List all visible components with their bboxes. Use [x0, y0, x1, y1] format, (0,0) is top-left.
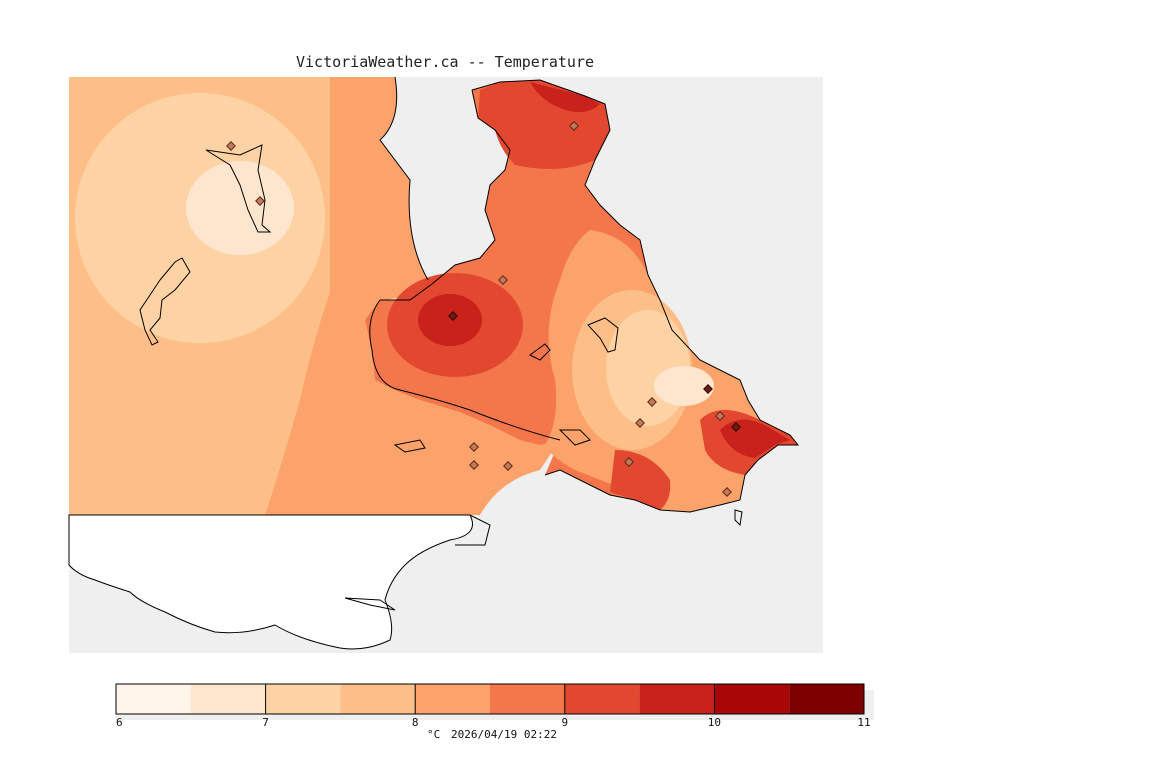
weather-stations — [226, 121, 741, 497]
legend-unit: °C — [427, 728, 440, 741]
station-marker — [715, 411, 725, 421]
legend-bin-4 — [415, 684, 490, 714]
station-marker — [569, 121, 579, 131]
legend-tick-label-3: 9 — [561, 716, 568, 729]
legend-bin-5 — [490, 684, 565, 714]
legend-ticks: 6 7 8 9 10 11 — [115, 684, 871, 729]
coastlines — [139, 76, 800, 611]
station-marker — [722, 487, 732, 497]
station-marker — [635, 418, 645, 428]
station-marker — [469, 442, 479, 452]
legend-tick-label-5: 11 — [857, 716, 870, 729]
legend-tick-label-2: 8 — [412, 716, 419, 729]
legend-bin-2 — [265, 684, 341, 714]
blank-land-rim — [69, 514, 491, 546]
map-title: VictoriaWeather.ca -- Temperature — [296, 53, 595, 71]
station-marker — [226, 141, 236, 151]
legend-bin-8 — [714, 684, 790, 714]
station-marker — [647, 397, 657, 407]
temperature-field-coast — [330, 77, 560, 515]
station-marker — [503, 461, 513, 471]
legend-tick-label-1: 7 — [262, 716, 269, 729]
legend-bin-9 — [789, 684, 864, 714]
station-marker — [624, 457, 634, 467]
temperature-field-east — [365, 80, 798, 512]
legend-bin-6 — [564, 684, 640, 714]
station-marker — [255, 196, 265, 206]
temperature-legend: 6 7 8 9 10 11 °C 2026/04/19 02:22 — [115, 683, 874, 741]
legend-bin-7 — [639, 684, 715, 714]
legend-bin-0 — [116, 684, 191, 714]
blank-land-south — [68, 514, 473, 650]
station-marker — [498, 275, 508, 285]
station-marker — [731, 422, 741, 432]
legend-bin-1 — [190, 684, 266, 714]
station-marker — [448, 311, 458, 321]
station-marker — [469, 460, 479, 470]
legend-timestamp: 2026/04/19 02:22 — [451, 728, 557, 741]
legend-bin-3 — [340, 684, 416, 714]
legend-tick-label-4: 10 — [708, 716, 721, 729]
temperature-field-west — [69, 77, 490, 515]
station-marker — [703, 384, 713, 394]
legend-bins — [115, 683, 865, 715]
legend-tick-label-0: 6 — [116, 716, 123, 729]
